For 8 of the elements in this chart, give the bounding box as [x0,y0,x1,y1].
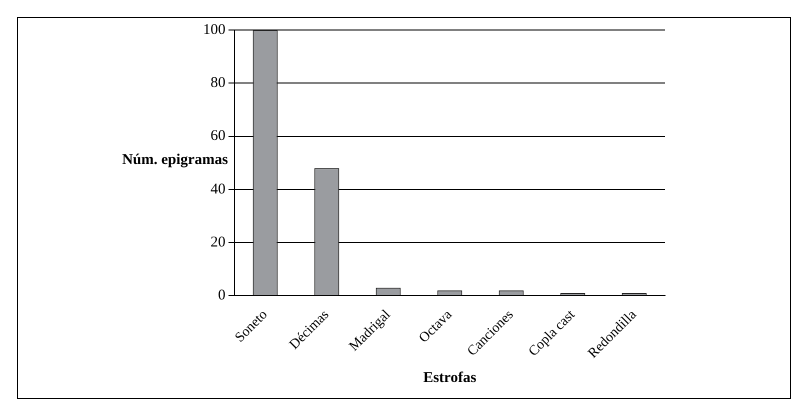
y-tick-label: 60 [210,128,226,144]
y-tick-label: 80 [210,75,226,92]
y-axis-title: Núm. epigramas [121,151,229,170]
y-tick-label: 0 [218,288,226,304]
y-tick-label: 40 [210,181,226,198]
y-tick-label: 20 [210,234,226,250]
x-axis-title: Estrofas [423,370,476,386]
y-tick-label: 100 [203,22,226,38]
